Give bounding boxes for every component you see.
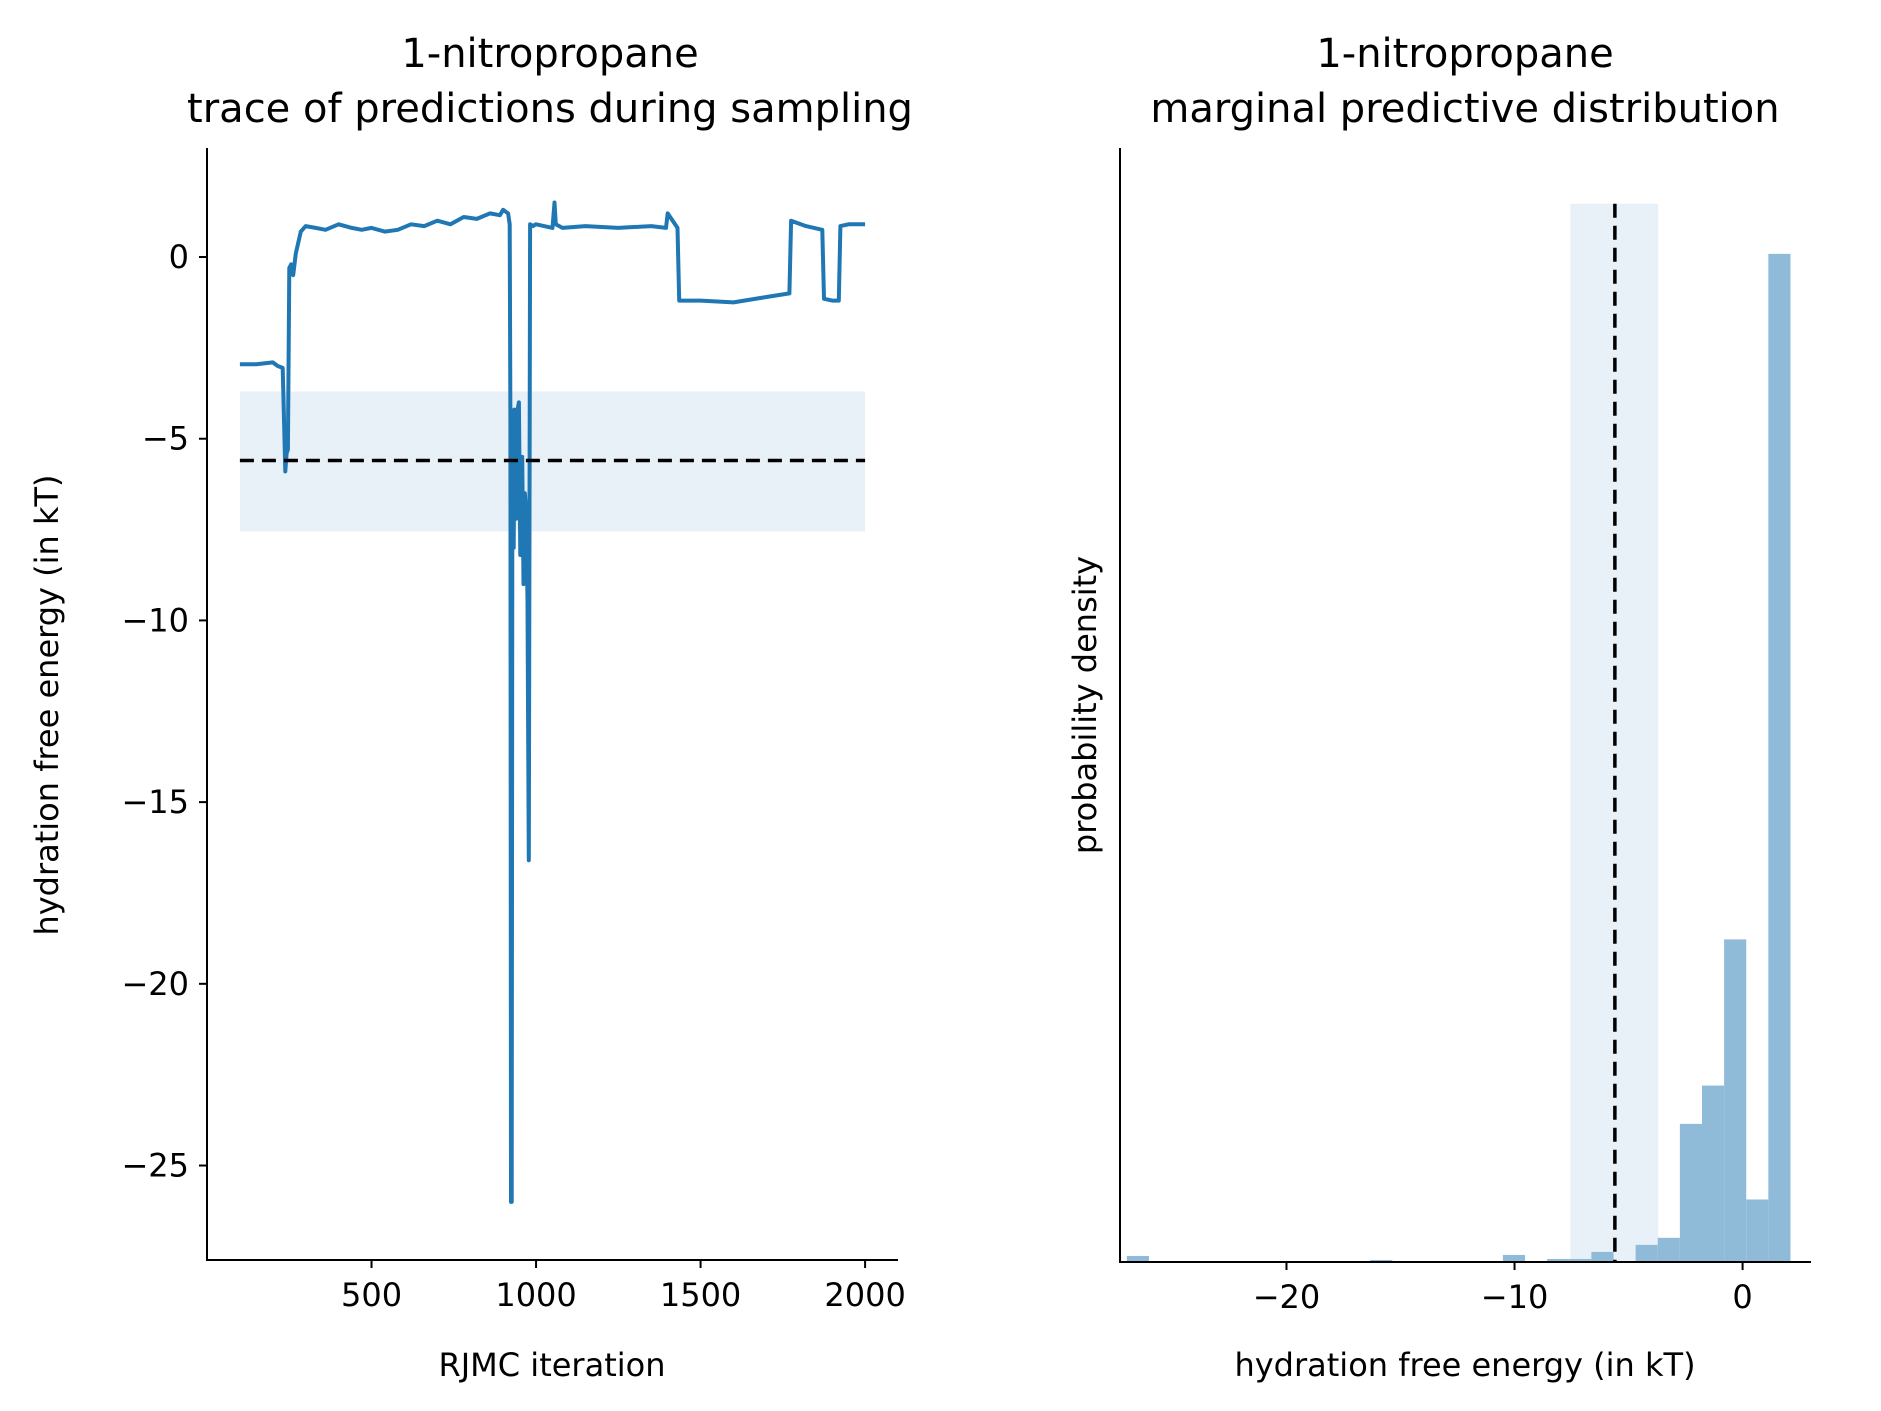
histogram-bar — [1635, 1244, 1658, 1262]
trace-x-ticks: 500 1000 1500 2000 — [341, 1260, 906, 1314]
y-tick-label: −25 — [121, 1147, 189, 1185]
x-tick-label: 1000 — [495, 1276, 576, 1314]
trace-title-line1: 1-nitropropane — [401, 31, 698, 77]
histogram-bar — [1746, 1199, 1769, 1262]
y-tick-label: −10 — [121, 601, 189, 639]
histogram-bar — [1547, 1258, 1570, 1262]
histogram-bar — [1591, 1251, 1614, 1262]
distribution-title-line2: marginal predictive distribution — [1150, 86, 1779, 132]
x-tick-label: −20 — [1253, 1278, 1321, 1316]
trace-x-axis-label: RJMC iteration — [439, 1346, 666, 1384]
histogram-bar — [1502, 1254, 1526, 1262]
histogram-bar — [1370, 1259, 1393, 1262]
histogram-bar — [1768, 253, 1791, 1262]
histogram-bar — [1701, 1085, 1725, 1262]
histogram-bar — [1569, 1258, 1592, 1262]
histogram-bar — [1724, 939, 1747, 1262]
distribution-title-line1: 1-nitropropane — [1316, 31, 1613, 77]
y-tick-label: −5 — [142, 420, 189, 458]
histogram-bar — [1126, 1255, 1149, 1262]
histogram-bar — [1679, 1123, 1702, 1262]
x-tick-label: 0 — [1732, 1278, 1752, 1316]
distribution-x-axis-label: hydration free energy (in kT) — [1234, 1346, 1695, 1384]
x-tick-label: −10 — [1481, 1278, 1549, 1316]
distribution-plot-area — [1126, 203, 1791, 1263]
x-tick-label: 500 — [341, 1276, 402, 1314]
distribution-x-ticks: −20 −10 0 — [1253, 1262, 1753, 1316]
histogram-bar — [1657, 1237, 1680, 1262]
trace-series-line-0 — [239, 200, 866, 1204]
y-tick-label: −20 — [121, 965, 189, 1003]
x-tick-label: 2000 — [824, 1276, 905, 1314]
trace-plot-area — [239, 200, 866, 1204]
trace-y-ticks: 0 −5 −10 −15 −20 −25 — [121, 238, 207, 1185]
trace-panel: 1-nitropropane trace of predictions duri… — [28, 31, 913, 1384]
trace-title-line2: trace of predictions during sampling — [187, 86, 913, 132]
y-tick-label: 0 — [169, 238, 189, 276]
distribution-y-axis-label: probability density — [1066, 556, 1104, 854]
trace-y-axis-label: hydration free energy (in kT) — [28, 474, 66, 935]
y-tick-label: −15 — [121, 783, 189, 821]
x-tick-label: 1500 — [660, 1276, 741, 1314]
distribution-panel: 1-nitropropane marginal predictive distr… — [1066, 31, 1811, 1384]
